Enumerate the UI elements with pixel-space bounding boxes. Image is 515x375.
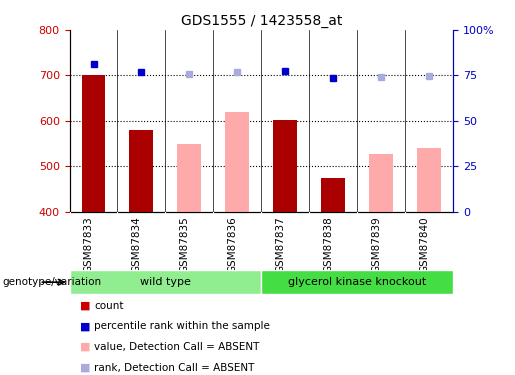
Bar — [273, 120, 297, 212]
Text: genotype/variation: genotype/variation — [3, 277, 101, 287]
Bar — [129, 130, 153, 212]
Text: glycerol kinase knockout: glycerol kinase knockout — [288, 277, 426, 287]
Bar — [417, 148, 441, 212]
Bar — [261, 270, 453, 294]
Text: GSM87834: GSM87834 — [131, 216, 142, 273]
Text: ■: ■ — [80, 321, 90, 331]
Text: value, Detection Call = ABSENT: value, Detection Call = ABSENT — [94, 342, 260, 352]
Bar — [81, 75, 106, 212]
Text: GSM87838: GSM87838 — [323, 216, 333, 273]
Text: GSM87837: GSM87837 — [276, 216, 285, 273]
Text: ■: ■ — [80, 363, 90, 372]
Text: ■: ■ — [80, 342, 90, 352]
Bar — [226, 112, 249, 212]
Text: GSM87839: GSM87839 — [371, 216, 381, 273]
Text: percentile rank within the sample: percentile rank within the sample — [94, 321, 270, 331]
Text: GSM87835: GSM87835 — [179, 216, 190, 273]
Bar — [70, 270, 261, 294]
Text: ■: ■ — [80, 301, 90, 310]
Text: rank, Detection Call = ABSENT: rank, Detection Call = ABSENT — [94, 363, 254, 372]
Text: count: count — [94, 301, 124, 310]
Text: GSM87836: GSM87836 — [228, 216, 237, 273]
Text: GSM87840: GSM87840 — [419, 216, 429, 273]
Text: wild type: wild type — [140, 277, 191, 287]
Text: GSM87833: GSM87833 — [83, 216, 94, 273]
Title: GDS1555 / 1423558_at: GDS1555 / 1423558_at — [181, 13, 342, 28]
Bar — [178, 144, 201, 212]
Bar — [321, 178, 345, 212]
Bar — [369, 154, 393, 212]
